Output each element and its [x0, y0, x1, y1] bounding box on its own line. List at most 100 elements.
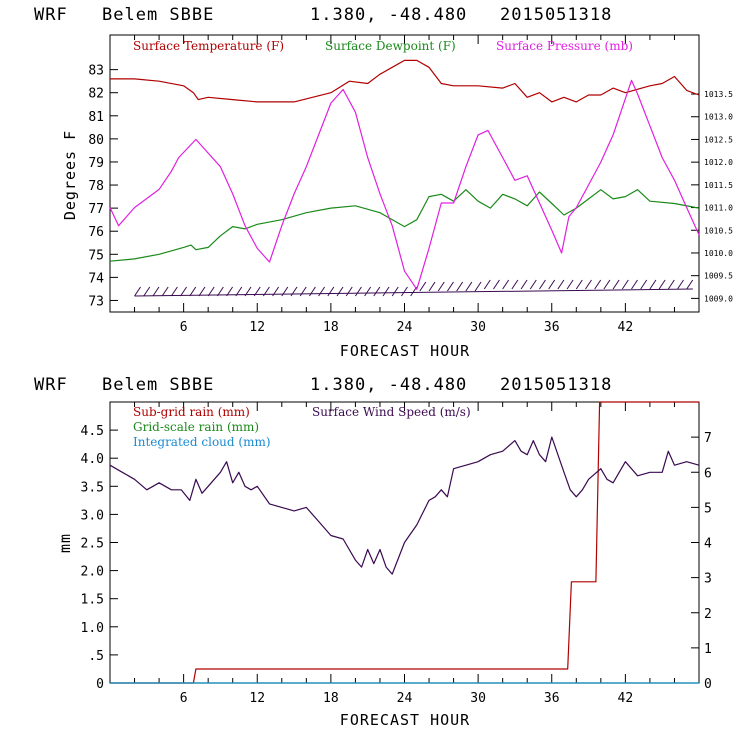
wind-barb — [465, 281, 473, 292]
chart1-legend-temperature: Surface Temperature (F) — [133, 39, 284, 53]
x-axis-tick-label: 24 — [397, 320, 413, 335]
wind-barb — [382, 286, 390, 297]
wind-barb — [364, 286, 372, 297]
left-axis-tick-label: 80 — [88, 133, 104, 148]
wind-barb — [308, 286, 316, 297]
wind-barb — [345, 286, 353, 297]
wind-barb — [640, 279, 648, 290]
right-axis-tick-label: 1 — [704, 642, 712, 657]
left-axis-tick-label: 1.0 — [81, 621, 104, 636]
x-axis-tick-label: 12 — [249, 691, 265, 706]
left-axis-tick-label: .5 — [88, 649, 104, 664]
wind-barb — [483, 279, 491, 290]
wind-barb — [143, 286, 151, 297]
chart2-legend-wind-speed: Surface Wind Speed (m/s) — [312, 405, 471, 419]
wind-barb — [603, 279, 611, 290]
series-line-sub-grid-rain — [110, 401, 699, 684]
chart2-series-group — [109, 401, 700, 684]
chart2-header-coords: 1.380, -48.480 — [310, 375, 467, 395]
chart2-header-init: 2015051318 — [500, 375, 612, 395]
x-axis-tick-label: 6 — [180, 691, 188, 706]
wind-barb — [161, 286, 169, 297]
wind-barb — [511, 279, 519, 290]
left-axis-tick-label: 3.0 — [81, 508, 104, 523]
left-axis-tick-label: 4.5 — [81, 424, 104, 439]
chart1-x-axis: 6 12 18 24 30 36 42 — [134, 35, 675, 335]
wind-barb — [474, 281, 482, 292]
wind-barb — [437, 281, 445, 292]
left-axis-tick-label: 82 — [88, 87, 104, 102]
right-axis-tick-label: 6 — [704, 466, 712, 481]
wind-barb — [198, 286, 206, 297]
right-axis-tick-label: 1012.0 — [704, 158, 733, 167]
wind-barb — [170, 286, 178, 297]
chart1-header-coords: 1.380, -48.480 — [310, 5, 467, 25]
chart2-left-axis: 0 .5 1.0 1.5 2.0 2.5 3.0 3.5 4.0 4.5 — [81, 424, 118, 692]
x-axis-tick-label: 18 — [323, 691, 339, 706]
wind-barb — [621, 279, 629, 290]
chart2-header-model: WRF — [34, 375, 68, 395]
wind-barb — [373, 286, 381, 297]
wind-barb — [557, 279, 565, 290]
right-axis-tick-label: 1009.5 — [704, 272, 733, 281]
chart1-header-model: WRF — [34, 5, 68, 25]
left-axis-tick-label: 4.0 — [81, 452, 104, 467]
chart1-x-axis-label: FORECAST HOUR — [340, 342, 470, 360]
left-axis-tick-label: 79 — [88, 156, 104, 171]
x-axis-tick-label: 30 — [470, 320, 486, 335]
wind-barb — [649, 279, 657, 290]
left-axis-tick-label: 74 — [88, 271, 104, 286]
x-axis-tick-label: 42 — [618, 320, 634, 335]
left-axis-tick-label: 75 — [88, 248, 104, 263]
chart2-right-axis: 0 1 2 3 4 5 6 7 — [691, 431, 712, 692]
left-axis-tick-label: 83 — [88, 64, 104, 79]
wind-barb — [667, 279, 675, 290]
left-axis-tick-label: 78 — [88, 179, 104, 194]
wind-barb-baseline — [134, 288, 693, 297]
left-axis-tick-label: 0 — [96, 677, 104, 692]
right-axis-tick-label: 1009.0 — [704, 294, 733, 303]
x-axis-tick-label: 18 — [323, 320, 339, 335]
left-axis-tick-label: 1.5 — [81, 593, 104, 608]
wind-barb — [456, 281, 464, 292]
chart2-header-station: Belem SBBE — [102, 375, 214, 395]
wind-barb — [327, 286, 335, 297]
wind-barb — [631, 279, 638, 290]
wind-barb — [658, 279, 666, 290]
wind-barb — [539, 279, 546, 290]
series-line-surface-wind-speed — [109, 436, 700, 575]
chart2-legend-integrated-cloud: Integrated cloud (mm) — [133, 435, 271, 449]
right-axis-tick-label: 1011.0 — [704, 204, 733, 213]
right-axis-tick-label: 0 — [704, 677, 712, 692]
chart2-legend-subgrid-rain: Sub-grid rain (mm) — [133, 405, 250, 419]
wind-barb — [548, 279, 556, 290]
x-axis-tick-label: 12 — [249, 320, 265, 335]
left-axis-tick-label: 2.5 — [81, 537, 104, 552]
chart1-legend-dewpoint: Surface Dewpoint (F) — [325, 39, 456, 53]
right-axis-tick-label: 3 — [704, 572, 712, 587]
wind-barb — [520, 279, 528, 290]
chart1-right-axis: 1009.0 1009.5 1010.0 1010.5 1011.0 1011.5 1012… — [691, 90, 733, 303]
x-axis-tick-label: 24 — [397, 691, 413, 706]
right-axis-tick-label: 1010.5 — [704, 226, 733, 235]
x-axis-tick-label: 42 — [618, 691, 634, 706]
wind-barb — [585, 279, 592, 290]
wind-barb — [529, 279, 537, 290]
rain-wind-chart: WRF Belem SBBE 1.380, -48.480 2015051318… — [34, 375, 712, 729]
wind-barb — [686, 279, 694, 290]
x-axis-tick-label: 6 — [180, 320, 188, 335]
wind-barb — [419, 281, 427, 292]
chart2-y-axis-label: mm — [56, 533, 74, 553]
x-axis-tick-label: 36 — [544, 691, 560, 706]
wind-barb — [677, 279, 684, 290]
wind-barb — [447, 281, 454, 292]
series-line-surface-dewpoint — [109, 189, 700, 262]
chart1-series-group — [109, 59, 700, 290]
wind-barb — [493, 279, 500, 290]
wind-barb — [566, 279, 574, 290]
wind-barb — [318, 286, 326, 297]
left-axis-tick-label: 3.5 — [81, 480, 104, 495]
wind-barb — [134, 286, 141, 297]
chart2-legend-gridscale-rain: Grid-scale rain (mm) — [133, 420, 259, 434]
